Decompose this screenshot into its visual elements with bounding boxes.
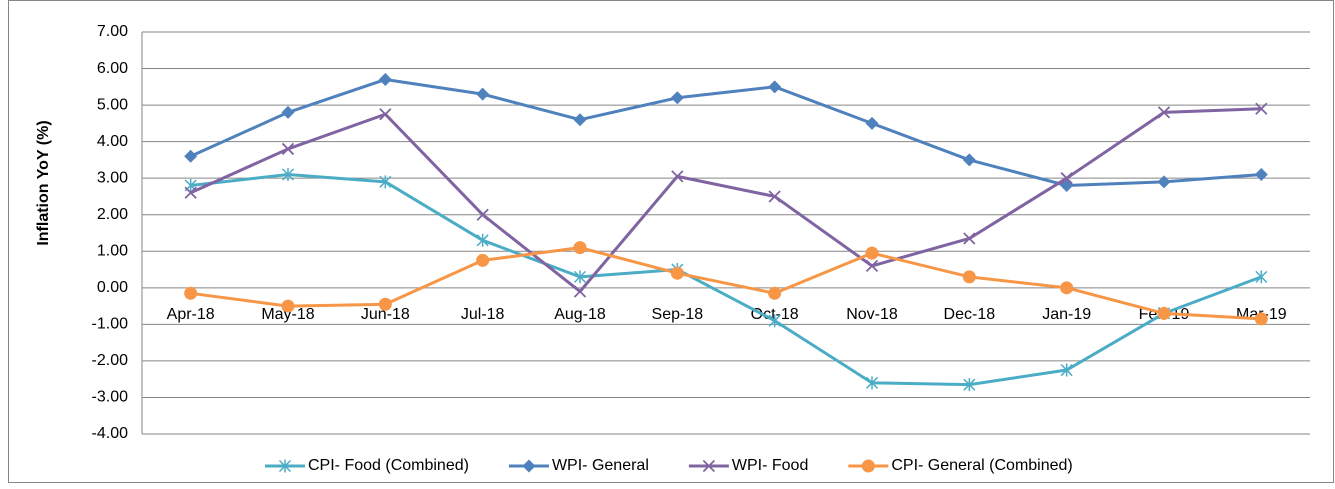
marker <box>702 459 716 473</box>
marker <box>522 459 536 473</box>
marker <box>573 270 587 284</box>
marker <box>281 142 295 156</box>
marker <box>768 80 782 94</box>
legend-label: CPI- Food (Combined) <box>308 457 469 474</box>
marker <box>1254 168 1268 182</box>
marker <box>184 186 197 199</box>
marker <box>670 266 684 280</box>
marker <box>281 105 295 119</box>
marker <box>573 113 587 127</box>
marker <box>379 175 392 189</box>
marker <box>1060 363 1073 377</box>
legend-label: WPI- General <box>552 457 649 474</box>
marker <box>476 208 489 221</box>
marker <box>1255 270 1268 284</box>
marker <box>476 233 489 247</box>
y-tick-label: 5.00 <box>97 96 128 113</box>
marker <box>962 153 976 167</box>
marker <box>573 285 587 298</box>
marker <box>768 286 782 300</box>
marker <box>670 91 684 105</box>
marker <box>671 170 684 183</box>
marker <box>281 299 295 313</box>
marker <box>1157 106 1171 119</box>
y-tick-label: -1.00 <box>92 316 129 333</box>
marker <box>278 459 292 473</box>
marker <box>768 314 781 328</box>
y-tick-label: 6.00 <box>97 60 128 77</box>
y-tick-label: 2.00 <box>97 206 128 223</box>
marker <box>1157 175 1171 189</box>
marker <box>476 253 490 267</box>
marker <box>476 87 490 101</box>
marker <box>963 232 976 245</box>
y-tick-label: -3.00 <box>92 389 129 406</box>
legend-label: WPI- Food <box>732 457 808 474</box>
y-axis-label: Inflation YoY (%) <box>35 120 52 245</box>
marker <box>1254 312 1268 326</box>
x-tick-label: Aug-18 <box>554 306 606 323</box>
x-tick-label: Nov-18 <box>846 306 898 323</box>
marker <box>281 168 295 182</box>
series-line <box>190 173 1262 387</box>
x-tick-label: Jan-19 <box>1042 306 1091 323</box>
series-line <box>190 78 1262 187</box>
y-tick-label: 1.00 <box>97 242 128 259</box>
marker <box>963 378 976 392</box>
marker <box>865 376 879 390</box>
series-line <box>190 246 1262 321</box>
marker <box>378 297 392 311</box>
y-tick-label: 0.00 <box>97 279 128 296</box>
marker <box>1255 102 1268 115</box>
x-tick-label: Sep-18 <box>652 306 704 323</box>
marker <box>865 246 879 260</box>
marker <box>1060 281 1074 295</box>
y-tick-label: 4.00 <box>97 133 128 150</box>
marker <box>573 241 587 255</box>
y-tick-label: -2.00 <box>92 352 129 369</box>
series-line <box>190 107 1262 293</box>
x-tick-label: Jun-18 <box>361 306 410 323</box>
y-tick-label: -4.00 <box>92 425 129 442</box>
marker <box>1060 172 1073 185</box>
marker <box>768 190 781 203</box>
chart-frame <box>8 0 1334 483</box>
marker <box>379 108 392 121</box>
marker <box>865 116 879 130</box>
marker <box>865 259 879 273</box>
marker <box>962 270 976 284</box>
x-tick-label: Apr-18 <box>167 306 215 323</box>
marker <box>184 286 198 300</box>
y-tick-label: 7.00 <box>97 23 128 40</box>
x-tick-label: May-18 <box>261 306 314 323</box>
marker <box>861 459 875 473</box>
x-tick-label: Jul-18 <box>461 306 505 323</box>
marker <box>184 149 198 163</box>
marker <box>1157 306 1171 320</box>
y-tick-label: 3.00 <box>97 169 128 186</box>
x-tick-label: Dec-18 <box>944 306 996 323</box>
marker <box>378 73 392 87</box>
legend-label: CPI- General (Combined) <box>891 457 1072 474</box>
